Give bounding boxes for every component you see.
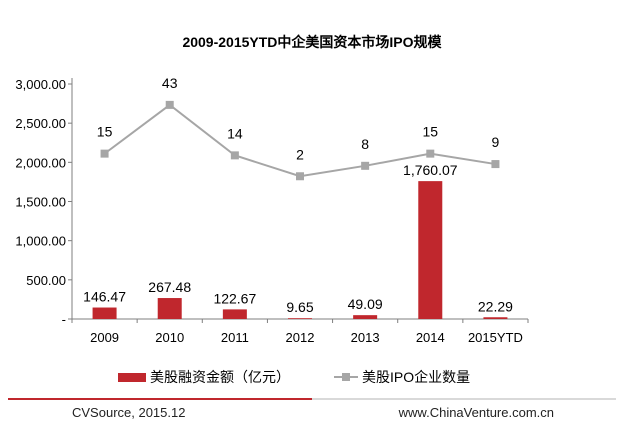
line-marker xyxy=(100,149,109,158)
legend: 美股融资金额（亿元） 美股IPO企业数量 xyxy=(118,369,470,385)
legend-label-bar: 美股融资金额（亿元） xyxy=(150,369,290,385)
bar-value-label: 146.47 xyxy=(83,289,126,305)
bar xyxy=(353,315,378,319)
bar xyxy=(288,318,312,319)
bar-value-label: 22.29 xyxy=(478,298,513,314)
footer-divider xyxy=(8,398,616,400)
x-tick-label: 2012 xyxy=(286,330,315,345)
line-labels: 15 43 14 2 8 15 9 xyxy=(97,75,500,162)
line-marker xyxy=(165,100,174,109)
footer-website[interactable]: www.ChinaVenture.com.cn xyxy=(398,405,554,420)
x-tick-label: 2011 xyxy=(221,330,249,345)
line-value-label: 43 xyxy=(162,75,178,91)
bar-value-label: 1,760.07 xyxy=(403,162,458,178)
line-value-label: 15 xyxy=(422,124,438,140)
legend-swatch-marker xyxy=(342,373,350,381)
bar xyxy=(483,317,508,319)
bar xyxy=(418,181,443,319)
legend-swatch-bar xyxy=(118,373,146,382)
bar xyxy=(222,309,247,319)
y-tick-label: 500.00 xyxy=(26,273,66,288)
line-series xyxy=(100,100,500,181)
bar-value-label: 9.65 xyxy=(286,299,313,315)
bar-value-label: 122.67 xyxy=(213,290,256,306)
line-marker xyxy=(491,160,500,169)
legend-label-line: 美股IPO企业数量 xyxy=(362,369,470,385)
line-marker xyxy=(230,151,239,160)
line-value-label: 8 xyxy=(361,136,369,152)
x-tick-label: 2009 xyxy=(90,330,119,345)
chart-title: 2009-2015YTD中企美国资本市场IPO规模 xyxy=(182,34,442,50)
y-tick-label: 1,500.00 xyxy=(15,195,66,210)
line-marker xyxy=(426,149,435,158)
x-tick-label: 2013 xyxy=(351,330,380,345)
bar-labels: 146.47 267.48 122.67 9.65 49.09 1,760.07 22.29 xyxy=(83,162,513,315)
bar-value-label: 267.48 xyxy=(148,279,191,295)
y-tick-label: 3,000.00 xyxy=(15,77,66,92)
x-tick-label: 2010 xyxy=(155,330,184,345)
y-tick-label: 2,000.00 xyxy=(15,155,66,170)
y-axis: - 500.00 1,000.00 1,500.00 2,000.00 2,500.00 3… xyxy=(15,77,73,327)
bar-series xyxy=(92,181,508,319)
line-value-label: 2 xyxy=(296,146,304,162)
x-tick-label: 2014 xyxy=(416,330,445,345)
y-tick-label: - xyxy=(62,312,66,327)
y-tick-label: 1,000.00 xyxy=(15,234,66,249)
bar xyxy=(157,298,182,319)
x-tick-label: 2015YTD xyxy=(468,330,523,345)
line-value-label: 14 xyxy=(227,125,243,141)
bar-value-label: 49.09 xyxy=(348,296,383,312)
line-marker xyxy=(361,161,370,170)
x-axis: 2009 2010 2011 2012 2013 2014 2015YTD xyxy=(71,318,529,345)
line-value-label: 15 xyxy=(97,124,113,140)
line-value-label: 9 xyxy=(492,134,500,150)
y-tick-label: 2,500.00 xyxy=(15,116,66,131)
footer-source: CVSource, 2015.12 xyxy=(72,405,186,420)
line-marker xyxy=(296,172,304,181)
bar xyxy=(92,307,117,319)
